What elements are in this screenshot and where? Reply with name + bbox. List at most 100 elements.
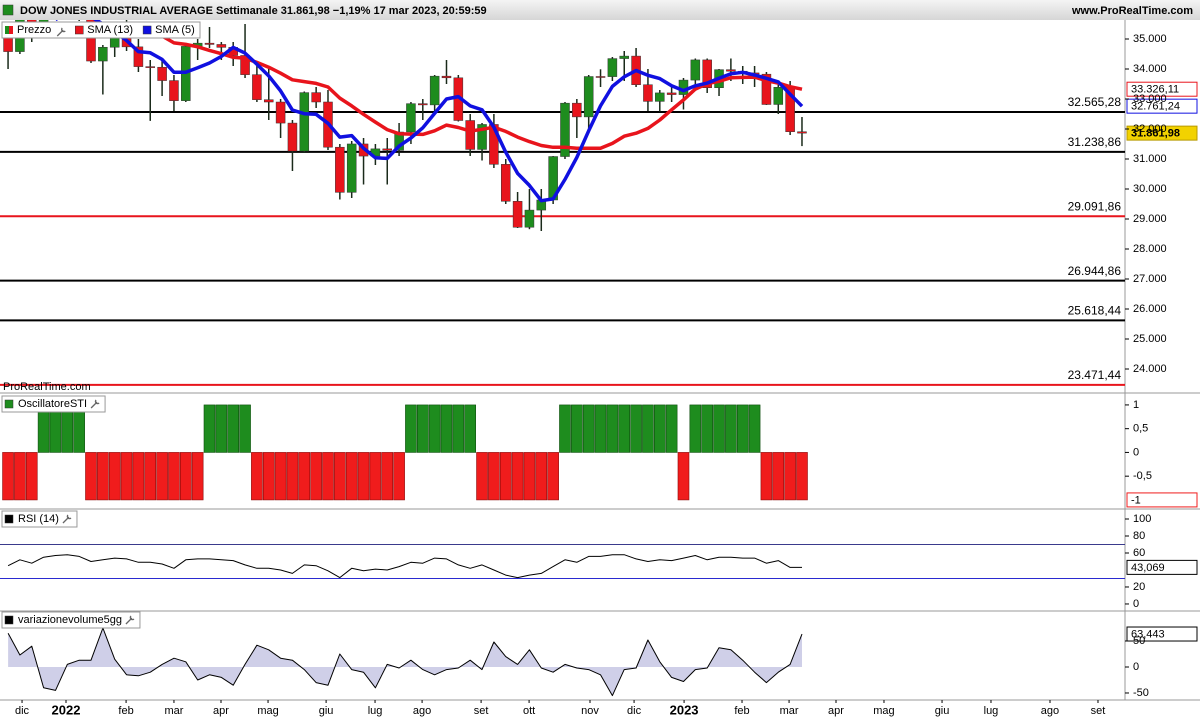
candle-body (216, 44, 227, 48)
x-tick-label: 2022 (52, 702, 81, 717)
oscillator-bar (14, 452, 26, 501)
candle-body (145, 66, 156, 68)
oscillator-bar (322, 452, 334, 501)
volume-line (7, 627, 803, 697)
x-tick-label: mar (164, 705, 183, 717)
oscillator-bar (310, 452, 322, 501)
header-title: DOW JONES INDUSTRIAL AVERAGE Settimanale… (20, 5, 487, 17)
y-tick-label: 28.000 (1133, 243, 1167, 255)
watermark: ProRealTime.com (3, 381, 91, 393)
last-value-badge (1126, 559, 1198, 575)
x-tick-label: nov (581, 705, 599, 717)
oscillator-panel (2, 404, 808, 501)
candle-body (666, 92, 677, 95)
oscillator-bar (677, 452, 690, 501)
candle-body (133, 46, 144, 67)
candle-body (169, 80, 179, 101)
wrench-icon[interactable] (56, 27, 66, 37)
oscillator-bar (2, 452, 14, 501)
last-value-badge (1126, 81, 1198, 97)
oscillator-bar (25, 452, 38, 501)
rsi-line (7, 554, 802, 579)
last-value-label: 63,443 (1131, 628, 1165, 640)
legend-swatch (142, 25, 152, 35)
oscillator-bar (618, 404, 631, 453)
x-tick-label: mag (257, 705, 278, 717)
last-value-label: -1 (1131, 494, 1141, 506)
candle-body (382, 148, 392, 151)
legend-label[interactable]: SMA (13) (87, 24, 133, 36)
last-value-badge (1126, 98, 1198, 114)
wrench-icon[interactable] (125, 615, 135, 625)
oscillator-bar (239, 404, 251, 453)
y-tick-label: 34.000 (1133, 63, 1167, 75)
candle-body (773, 87, 784, 105)
oscillator-bar (440, 404, 453, 453)
oscillator-bar (760, 452, 773, 501)
oscillator-bar (796, 452, 808, 501)
y-tick-label: 0 (1133, 598, 1139, 610)
x-tick-label: feb (734, 705, 749, 717)
candle-body (595, 76, 606, 78)
wrench-icon[interactable] (62, 514, 72, 524)
panel-title[interactable]: RSI (14) (18, 513, 59, 525)
volume-panel (7, 627, 803, 697)
header-site[interactable]: www.ProRealTime.com (1071, 5, 1193, 17)
candle-body (560, 102, 570, 157)
candle-body (429, 75, 440, 106)
level-label: 23.471,44 (1068, 368, 1122, 382)
header-bar (0, 0, 1200, 20)
oscillator-bar (180, 452, 192, 501)
oscillator-bar (191, 452, 204, 501)
y-tick-label: 50 (1133, 635, 1145, 647)
panel-title[interactable]: variazionevolume5gg (18, 614, 122, 626)
y-tick-label: 0,5 (1133, 423, 1148, 435)
legend-swatch (75, 25, 84, 35)
oscillator-bar (405, 404, 417, 453)
x-tick-label: mag (873, 705, 894, 717)
x-tick-label: lug (984, 705, 999, 717)
oscillator-bar (345, 452, 358, 501)
oscillator-bar (582, 404, 595, 453)
y-tick-label: 33.000 (1133, 93, 1167, 105)
oscillator-bar (547, 452, 559, 501)
y-tick-label: 27.000 (1133, 273, 1167, 285)
oscillator-bar (274, 452, 287, 501)
x-tick-label: ago (1041, 705, 1059, 717)
x-tick-label: mar (780, 705, 799, 717)
oscillator-bar (298, 452, 311, 501)
oscillator-bar (511, 452, 524, 501)
legend-label[interactable]: Prezzo (17, 24, 51, 36)
candle-body (524, 209, 535, 228)
oscillator-bar (488, 452, 500, 501)
oscillator-bar (132, 452, 145, 501)
x-tick-label: 2023 (670, 702, 699, 717)
candle-body (346, 143, 357, 193)
y-tick-label: 24.000 (1133, 363, 1167, 375)
candle-body (500, 164, 511, 202)
legend-icon (9, 26, 13, 34)
last-value-badge (1126, 125, 1198, 141)
candle-body (655, 92, 665, 102)
oscillator-bar (499, 452, 512, 501)
wrench-icon[interactable] (90, 399, 100, 409)
candle-body (512, 201, 523, 228)
x-tick-label: set (1091, 705, 1106, 717)
x-tick-label: dic (15, 705, 30, 717)
legend-label[interactable]: SMA (5) (155, 24, 195, 36)
oscillator-bar (535, 452, 548, 501)
last-value-badge (1126, 626, 1198, 642)
candle-body (477, 124, 487, 150)
oscillator-bar (476, 452, 488, 501)
oscillator-bar (642, 404, 654, 453)
y-tick-label: 20 (1133, 581, 1145, 593)
oscillator-bar (725, 404, 737, 453)
oscillator-bar (452, 404, 465, 453)
candle-body (607, 58, 618, 77)
panel-title-box (1, 510, 78, 528)
candle-body (678, 79, 689, 95)
panel-title[interactable]: OscillatoreSTI (18, 398, 87, 410)
x-tick-label: feb (118, 705, 133, 717)
candle-body (726, 69, 736, 72)
y-tick-label: 30.000 (1133, 183, 1167, 195)
